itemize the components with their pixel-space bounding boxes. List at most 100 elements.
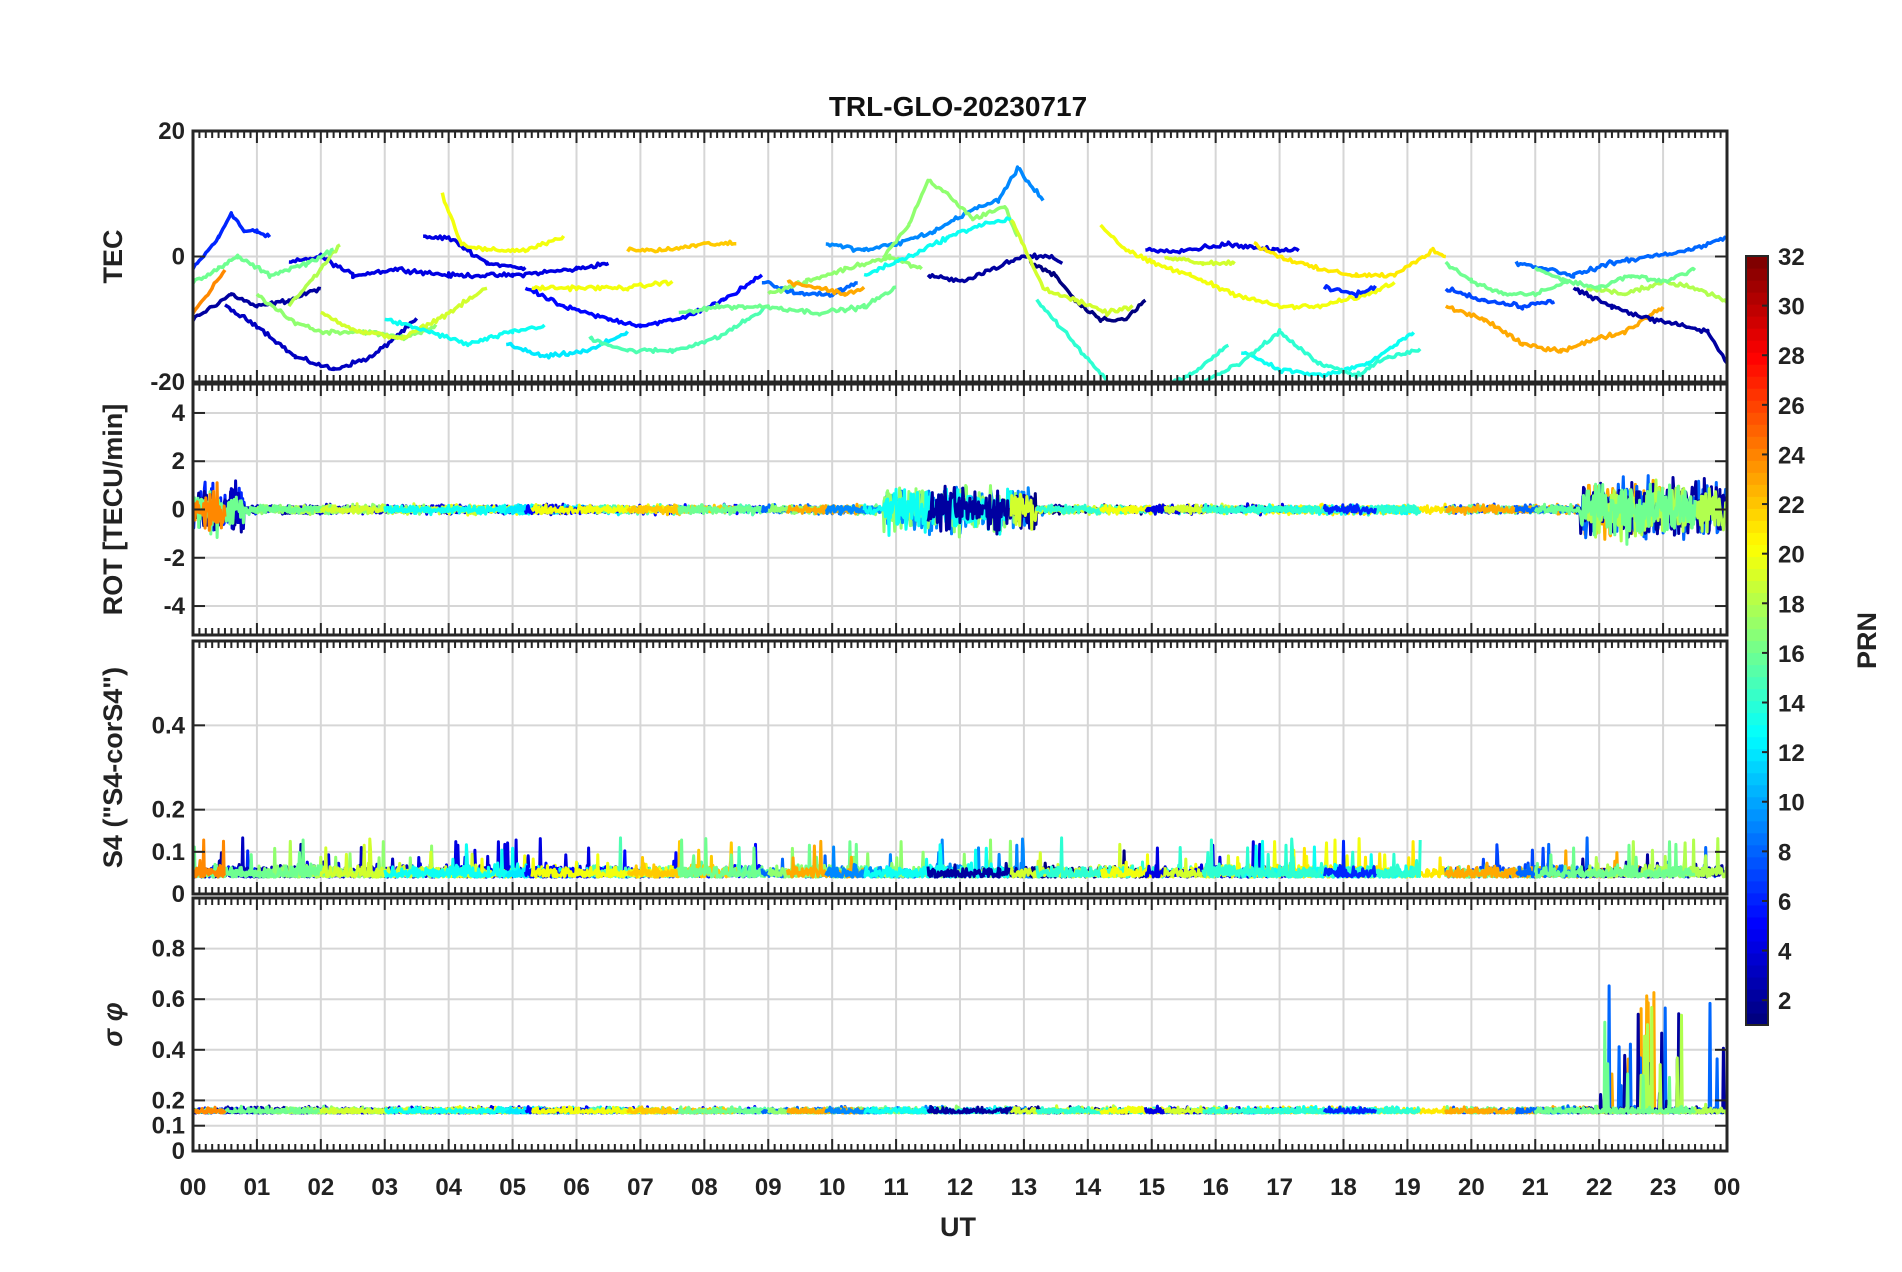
x-tick-label: 00 [1714,1174,1741,1201]
colorbar-tick-label: 22 [1778,492,1805,519]
colorbar-segment [1746,280,1768,293]
colorbar-tick-label: 28 [1778,343,1805,370]
colorbar-segment [1746,772,1768,786]
colorbar-segment [1746,388,1768,401]
tec-line-prn-9 [825,165,1045,253]
colorbar-tick-label: 14 [1778,691,1805,718]
tec-line-prn-2 [926,252,1064,284]
x-tick-label: 08 [691,1174,718,1201]
s4-ytick-label: 0 [172,881,185,908]
x-tick-label: 00 [180,1174,207,1201]
tec-line-prn-13 [384,317,546,348]
tec-line-prn-24 [193,268,227,315]
colorbar-segment [1746,844,1768,858]
colorbar-tick-label: 2 [1778,988,1791,1015]
s4-line-prn-13 [383,843,546,879]
sigma-phi-ytick-label: 0.8 [152,936,185,963]
colorbar-segment [1746,976,1768,990]
tec-line-prn-1 [1028,260,1147,323]
sigma-phi-line-prn-16 [1533,1020,1697,1115]
x-tick-label: 15 [1138,1174,1165,1201]
rot-ytick-label: 4 [172,400,186,427]
colorbar-segment [1746,736,1768,750]
tec-line-prn-22 [626,239,737,254]
rot-ytick-label: -4 [164,593,186,620]
colorbar-segment [1746,760,1768,774]
tec-line-prn-6 [1322,284,1377,299]
tec-line-prn-19 [1009,218,1134,318]
colorbar-segment [1746,712,1768,726]
colorbar-segment [1746,520,1768,533]
colorbar-segment [1746,592,1768,606]
x-tick-label: 11 [883,1174,908,1201]
x-tick-label: 04 [435,1174,462,1201]
colorbar-segment [1746,892,1768,906]
x-tick-label: 17 [1266,1174,1293,1201]
colorbar-segment [1746,1012,1768,1026]
tec-line-prn-13 [863,216,1012,277]
x-tick-labels: 00 01 02 03 04 05 06 07 08 09 10 11 12 13 14 15 16 17 18 19… [180,1174,1741,1201]
colorbar-segment [1746,472,1768,485]
colorbar-segment [1746,664,1768,678]
colorbar-segment [1746,328,1768,341]
rot-line-prn-6 [1322,503,1377,516]
colorbar-segment [1746,460,1768,473]
tec-line-prn-5 [524,273,764,329]
s4-line-prn-14 [1201,837,1422,879]
colorbar-tick-label: 4 [1778,939,1792,966]
x-tick-label: 01 [244,1174,271,1201]
tec-line-prn-2 [1572,286,1727,365]
tec-panel: -20 0 20 TEC [98,118,1729,396]
x-tick-label: 10 [819,1174,846,1201]
x-tick-label: 16 [1202,1174,1229,1201]
tec-ytick-label: 0 [172,244,185,271]
tec-line-prn-14 [1202,328,1422,382]
colorbar-segment [1746,676,1768,690]
tec-line-prn-4 [423,234,527,272]
x-tick-label: 03 [371,1174,398,1201]
colorbar-segment [1746,952,1768,966]
colorbar-segment [1746,988,1768,1002]
x-tick-label: 20 [1458,1174,1485,1201]
tec-line-prn-23 [1444,304,1665,354]
tec-line-prn-20 [1099,223,1396,311]
sigma-phi-panel: 00.10.2 0.4 0.6 0.8 σ φ [98,896,1729,1165]
colorbar-segment [1746,532,1768,545]
rot-ytick-label: 2 [172,448,185,475]
x-tick-label: 07 [627,1174,654,1201]
tec-line-prn-16 [1444,260,1569,298]
colorbar-segment [1746,904,1768,918]
sigma-phi-ytick-label: 0.2 [152,1087,185,1114]
x-tick-label: 23 [1650,1174,1677,1201]
colorbar-segment [1746,436,1768,449]
colorbar-segment [1746,856,1768,870]
colorbar-segment [1746,616,1768,630]
tec-line-prn-6 [193,211,272,270]
tec-line-prn-14 [1035,298,1230,382]
s4-ytick-label: 0.4 [152,712,186,739]
colorbar-segment [1746,484,1768,497]
colorbar-segment [1746,820,1768,834]
tec-line-prn-20 [531,279,674,293]
sigma-phi-ytick-label: 0.1 [152,1113,185,1140]
rot-line-prn-14 [1201,503,1422,517]
colorbar-segment [1746,964,1768,978]
tec-line-prn-16 [1533,266,1697,291]
x-tick-label: 05 [499,1174,526,1201]
colorbar-tick-label: 16 [1778,641,1805,668]
x-tick-label: 09 [755,1174,782,1201]
s4-line-prn-24 [193,838,227,879]
colorbar-segment [1746,340,1768,353]
rot-panel: -4 -2 0 2 4 ROT [TECU/min] [98,382,1729,637]
tec-line-prn-15 [588,304,769,355]
colorbar-segment [1746,928,1768,942]
colorbar-tick-label: 8 [1778,839,1791,866]
x-tick-label: 12 [947,1174,974,1201]
colorbar-segment [1746,868,1768,882]
colorbar-segment [1746,364,1768,377]
s4-ytick-label: 0.2 [152,797,185,824]
colorbar-segment [1746,580,1768,594]
